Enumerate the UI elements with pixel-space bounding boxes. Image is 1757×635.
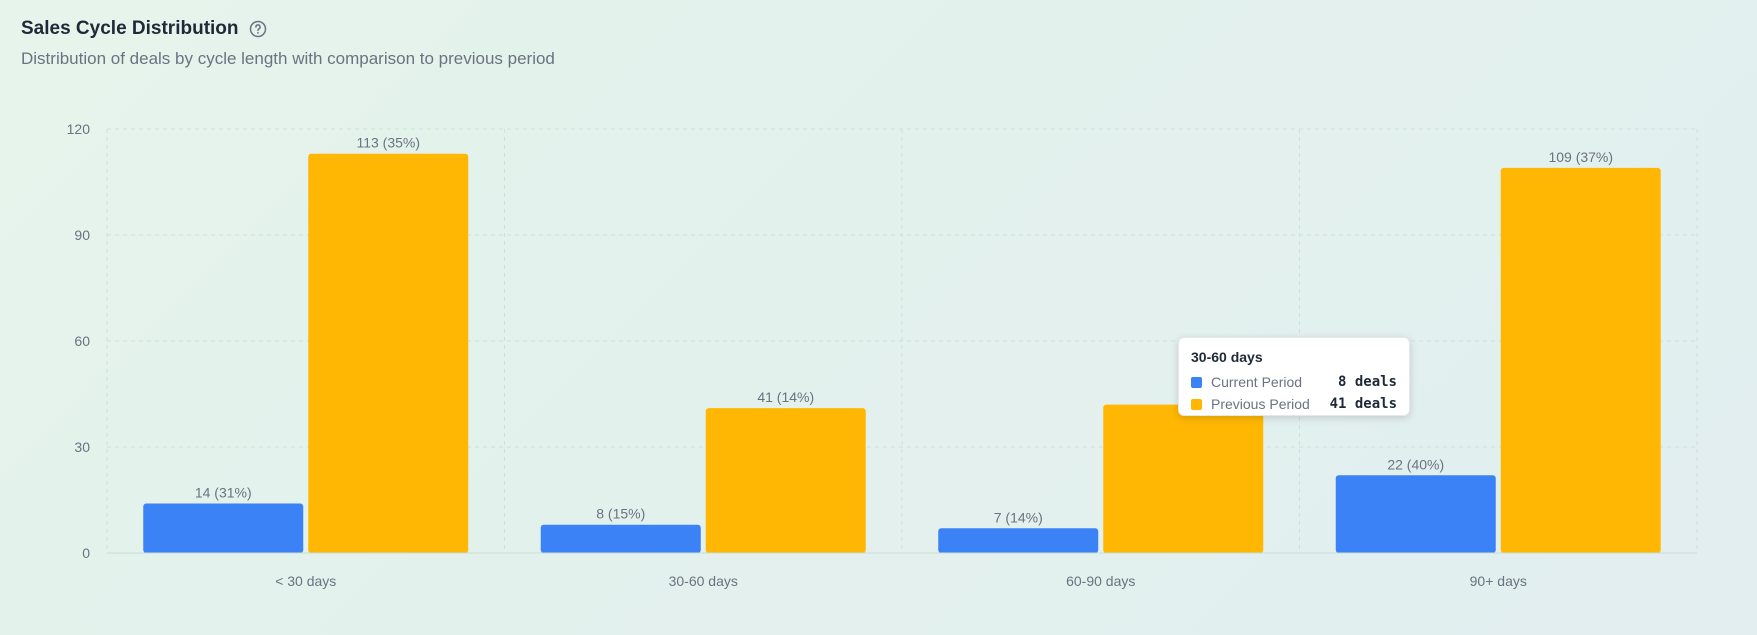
x-tick-label: 30-60 days bbox=[669, 573, 738, 589]
previous-period-bar bbox=[1103, 404, 1264, 553]
previous-period-bar bbox=[308, 153, 469, 553]
bar-value-label: 113 (35%) bbox=[356, 135, 420, 151]
y-tick-label: 0 bbox=[82, 545, 90, 561]
bar-value-label: 41 (14%) bbox=[757, 389, 814, 405]
bar-value-label: 14 (31%) bbox=[195, 485, 252, 501]
current-period-bar bbox=[143, 503, 304, 553]
help-circle-icon[interactable] bbox=[249, 20, 267, 38]
y-tick-label: 60 bbox=[74, 333, 90, 349]
bar-value-label: 8 (15%) bbox=[596, 506, 645, 522]
x-tick-label: < 30 days bbox=[275, 573, 336, 589]
chart-tooltip: 30-60 days Current Period 8 deals Previo… bbox=[1178, 337, 1410, 416]
bar-value-label: 7 (14%) bbox=[994, 509, 1043, 525]
bar-value-label: 109 (37%) bbox=[1548, 149, 1613, 165]
chart-header: Sales Cycle Distribution Distribution of… bbox=[21, 18, 555, 69]
tooltip-title: 30-60 days bbox=[1191, 349, 1263, 365]
bar-value-label: 22 (40%) bbox=[1387, 456, 1444, 472]
current-period-bar bbox=[938, 528, 1099, 553]
x-tick-label: 60-90 days bbox=[1066, 573, 1135, 589]
y-tick-label: 120 bbox=[67, 121, 91, 137]
previous-period-bar bbox=[705, 408, 866, 553]
current-period-swatch bbox=[1191, 376, 1202, 388]
tooltip-label: Current Period bbox=[1211, 374, 1303, 390]
y-tick-label: 30 bbox=[74, 439, 90, 455]
chart-title: Sales Cycle Distribution bbox=[21, 18, 239, 39]
current-period-bar bbox=[540, 524, 701, 553]
tooltip-value: 41 deals bbox=[1329, 396, 1397, 412]
tooltip-value: 8 deals bbox=[1337, 374, 1397, 390]
tooltip-row-previous: Previous Period 41 deals bbox=[1191, 393, 1397, 415]
tooltip-row-current: Current Period 8 deals bbox=[1191, 371, 1397, 393]
x-tick-label: 90+ days bbox=[1470, 573, 1527, 589]
current-period-bar bbox=[1335, 475, 1496, 553]
title-row: Sales Cycle Distribution bbox=[21, 18, 555, 40]
chart-subtitle: Distribution of deals by cycle length wi… bbox=[21, 49, 555, 68]
tooltip-label: Previous Period bbox=[1211, 396, 1310, 412]
y-tick-label: 90 bbox=[74, 227, 90, 243]
previous-period-swatch bbox=[1191, 398, 1202, 410]
previous-period-bar bbox=[1500, 167, 1661, 553]
